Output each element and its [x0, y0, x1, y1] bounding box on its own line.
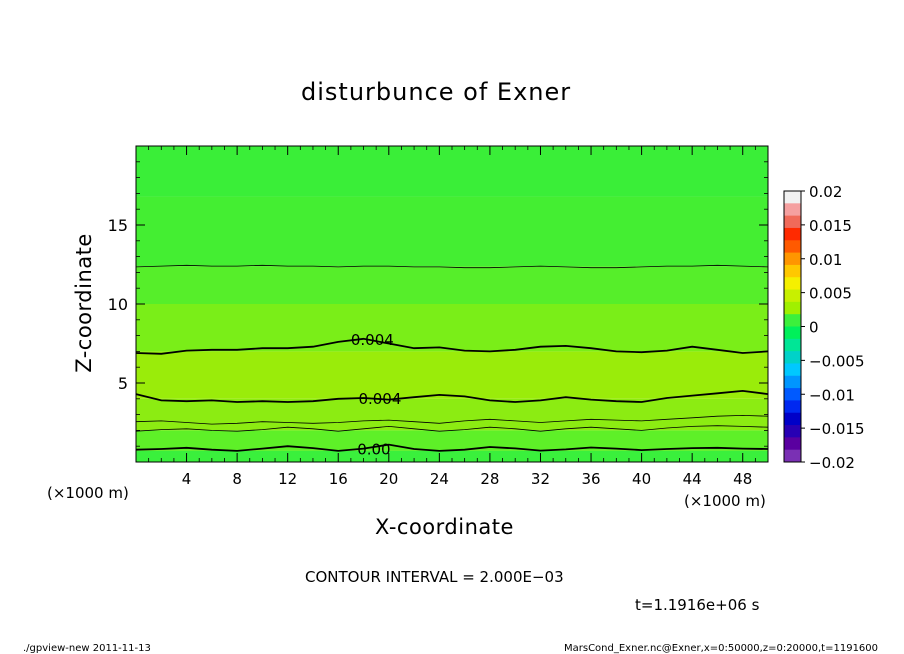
heatmap-band [136, 430, 768, 451]
chart-title: disturbunce of Exner [301, 78, 572, 106]
y-tick-label: 5 [118, 374, 128, 393]
colorbar-segment [784, 277, 801, 291]
colorbar-segment [784, 215, 801, 229]
contour-interval: CONTOUR INTERVAL = 2.000E−03 [305, 568, 564, 586]
contour-line [135, 264, 769, 269]
y-axis-label: Z-coordinate [72, 233, 96, 373]
colorbar-segment [784, 400, 801, 414]
x-axis-label: X-coordinate [375, 515, 514, 539]
heatmap-band [136, 351, 768, 399]
colorbar-segment [784, 191, 801, 204]
y-tick-label: 15 [108, 216, 128, 235]
colorbar-tick-label: −0.01 [809, 386, 855, 404]
colorbar-segment [784, 375, 801, 389]
colorbar-segment [784, 264, 801, 278]
x-tick-label: 44 [683, 470, 702, 488]
footer-left: ./gpview-new 2011-11-13 [23, 643, 151, 654]
colorbar-segment [784, 363, 801, 377]
time-label: t=1.1916e+06 s [635, 596, 760, 614]
heatmap-band [136, 450, 768, 462]
contour-label: 0.004 [358, 390, 401, 408]
contour-line [135, 425, 769, 432]
heatmap-band [136, 196, 768, 267]
heatmap-band [136, 304, 768, 352]
colorbar-tick-label: 0.02 [809, 183, 842, 201]
colorbar-segment [784, 388, 801, 401]
x-tick-label: 4 [182, 470, 192, 488]
colorbar-tick-label: 0.01 [809, 251, 842, 269]
x-tick-label: 12 [278, 470, 297, 488]
x-tick-label: 24 [430, 470, 449, 488]
footer-right: MarsCond_Exner.nc@Exner,x=0:50000,z=0:20… [564, 643, 879, 654]
x-tick-label: 28 [480, 470, 499, 488]
colorbar-segment [784, 252, 801, 266]
colorbar-segment [784, 227, 801, 241]
colorbar-segment [784, 449, 801, 463]
colorbar-tick-label: −0.015 [809, 420, 865, 438]
x-tick-label: 20 [379, 470, 398, 488]
colorbar-segment [784, 351, 801, 364]
colorbar-tick-label: 0.015 [809, 217, 852, 235]
x-tick-label: 8 [232, 470, 242, 488]
colorbar-tick-label: −0.02 [809, 454, 855, 472]
y-unit-label: (×1000 m) [47, 484, 129, 502]
colorbar-segment [784, 301, 801, 315]
y-tick-label: 10 [108, 295, 128, 314]
contour-line [135, 414, 769, 425]
contour-label: 0.004 [351, 331, 394, 349]
contour-line [135, 337, 769, 355]
contour-line [135, 443, 769, 452]
x-unit-label: (×1000 m) [684, 492, 766, 510]
contour-line [135, 389, 769, 403]
colorbar-tick-label: 0.005 [809, 285, 852, 303]
colorbar-segment [784, 338, 801, 352]
colorbar-tick-label: −0.005 [809, 352, 865, 370]
colorbar-segment [784, 203, 801, 217]
x-tick-label: 16 [329, 470, 348, 488]
x-tick-label: 36 [581, 470, 600, 488]
contour-label: 0.00 [357, 441, 390, 459]
colorbar-segment [784, 289, 801, 303]
colorbar-tick-label: 0 [809, 319, 819, 337]
heatmap-band [136, 146, 768, 197]
x-tick-label: 48 [733, 470, 752, 488]
heatmap-band [136, 266, 768, 304]
colorbar-segment [784, 240, 801, 254]
colorbar-segment [784, 437, 801, 451]
x-tick-label: 32 [531, 470, 550, 488]
colorbar-segment [784, 425, 801, 438]
colorbar-segment [784, 412, 801, 426]
colorbar-segment [784, 326, 801, 340]
heatmap-band [136, 398, 768, 431]
x-tick-label: 40 [632, 470, 651, 488]
colorbar-segment [784, 314, 801, 327]
